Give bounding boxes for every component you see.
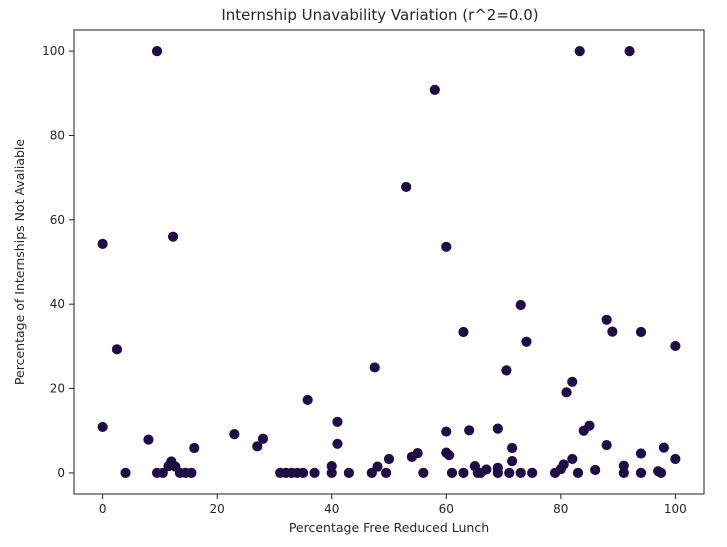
data-point-23 — [297, 467, 309, 479]
data-point-5 — [151, 45, 163, 57]
data-point-66 — [558, 459, 569, 470]
data-point-59 — [507, 455, 518, 467]
data-point-57 — [504, 467, 515, 479]
data-point-35 — [383, 453, 395, 465]
data-point-76 — [601, 439, 612, 451]
data-point-4 — [143, 434, 154, 445]
data-point-45 — [446, 467, 458, 479]
data-point-3 — [120, 467, 131, 479]
data-point-47 — [458, 326, 469, 338]
data-point-40 — [429, 84, 440, 95]
data-point-18 — [257, 433, 269, 444]
data-point-17 — [252, 441, 263, 452]
data-point-81 — [635, 326, 647, 338]
data-point-77 — [607, 326, 618, 337]
y-tick-label-3: 60 — [50, 213, 65, 227]
data-point-87 — [670, 340, 681, 352]
y-tick-label-2: 40 — [50, 297, 65, 311]
data-point-71 — [574, 45, 585, 57]
data-point-34 — [381, 467, 392, 479]
data-point-10 — [167, 231, 179, 242]
chart-title: Internship Unavability Variation (r^2=0.… — [221, 6, 538, 24]
data-point-88 — [670, 453, 681, 465]
data-point-28 — [332, 438, 343, 449]
data-point-41 — [441, 241, 452, 252]
y-axis: 0 20 40 60 80 100 — [42, 44, 74, 480]
data-point-86 — [658, 442, 670, 453]
data-point-1 — [97, 421, 108, 433]
data-point-7 — [157, 467, 168, 479]
data-point-53 — [492, 423, 503, 434]
data-point-75 — [601, 314, 612, 325]
data-point-74 — [590, 464, 601, 476]
data-point-30 — [343, 467, 355, 479]
data-points — [97, 45, 681, 479]
plot-frame — [73, 29, 705, 495]
data-point-63 — [527, 467, 538, 479]
data-point-62 — [521, 336, 532, 347]
data-point-44 — [444, 450, 455, 461]
data-point-69 — [567, 453, 578, 465]
data-point-56 — [501, 365, 512, 376]
x-tick-label-4: 80 — [553, 502, 568, 516]
data-point-85 — [655, 467, 667, 479]
data-point-46 — [458, 467, 469, 479]
data-point-32 — [369, 362, 380, 373]
data-point-52 — [481, 464, 492, 475]
data-point-39 — [418, 467, 429, 479]
data-point-68 — [567, 376, 578, 387]
data-point-70 — [572, 467, 584, 479]
x-tick-label-3: 60 — [439, 502, 454, 516]
data-point-38 — [412, 447, 423, 459]
x-tick-label-1: 20 — [210, 502, 225, 516]
data-point-0 — [97, 238, 108, 249]
data-point-27 — [326, 461, 337, 472]
data-point-36 — [401, 181, 412, 193]
x-axis: 0 20 40 60 80 100 — [99, 494, 687, 516]
y-tick-label-0: 0 — [57, 466, 65, 480]
data-point-14 — [186, 467, 197, 479]
x-axis-label: Percentage Free Reduced Lunch — [289, 520, 489, 535]
data-point-2 — [111, 344, 123, 355]
x-tick-label-2: 40 — [324, 502, 339, 516]
y-axis-label: Percentage of Internships Not Avaliable — [12, 139, 27, 385]
data-point-48 — [464, 425, 475, 436]
data-point-15 — [189, 442, 200, 454]
data-point-24 — [302, 394, 313, 406]
data-point-80 — [624, 45, 635, 57]
data-point-29 — [332, 416, 343, 427]
data-point-61 — [515, 467, 526, 479]
y-tick-label-5: 100 — [42, 44, 65, 58]
data-point-79 — [618, 460, 629, 471]
data-point-25 — [309, 467, 320, 479]
x-tick-label-0: 0 — [99, 502, 107, 516]
data-point-73 — [584, 420, 595, 431]
data-point-55 — [492, 462, 503, 473]
data-point-33 — [372, 461, 383, 472]
y-tick-label-1: 20 — [50, 382, 65, 396]
data-point-83 — [635, 467, 647, 479]
data-point-67 — [561, 387, 572, 398]
data-point-58 — [507, 442, 518, 454]
data-point-60 — [515, 299, 526, 311]
y-tick-label-4: 80 — [50, 128, 65, 142]
data-point-42 — [441, 426, 452, 437]
data-point-82 — [635, 448, 647, 459]
data-point-78 — [618, 467, 629, 479]
data-point-16 — [229, 429, 240, 440]
x-tick-label-5: 100 — [664, 502, 687, 516]
